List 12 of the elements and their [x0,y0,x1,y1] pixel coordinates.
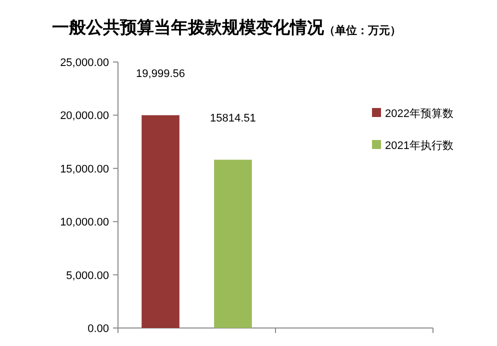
chart-subtitle: （单位：万元） [324,24,401,37]
y-tick-label: 15,000.00 [60,163,109,176]
y-tick-label: 5,000.00 [66,270,109,282]
y-tick-label: 20,000.00 [60,110,109,122]
data-label: 15814.51 [210,112,256,125]
y-tick-label: 10,000.00 [60,216,109,229]
legend-label: 2021年执行数 [385,139,454,152]
legend-label: 2022年预算数 [385,108,454,120]
chart-title: 一般公共预算当年拨款规模变化情况 [52,18,325,37]
y-tick-label: 25,000.00 [60,57,109,69]
y-tick-label: 0.00 [88,323,109,335]
data-label: 19,999.56 [136,68,185,80]
